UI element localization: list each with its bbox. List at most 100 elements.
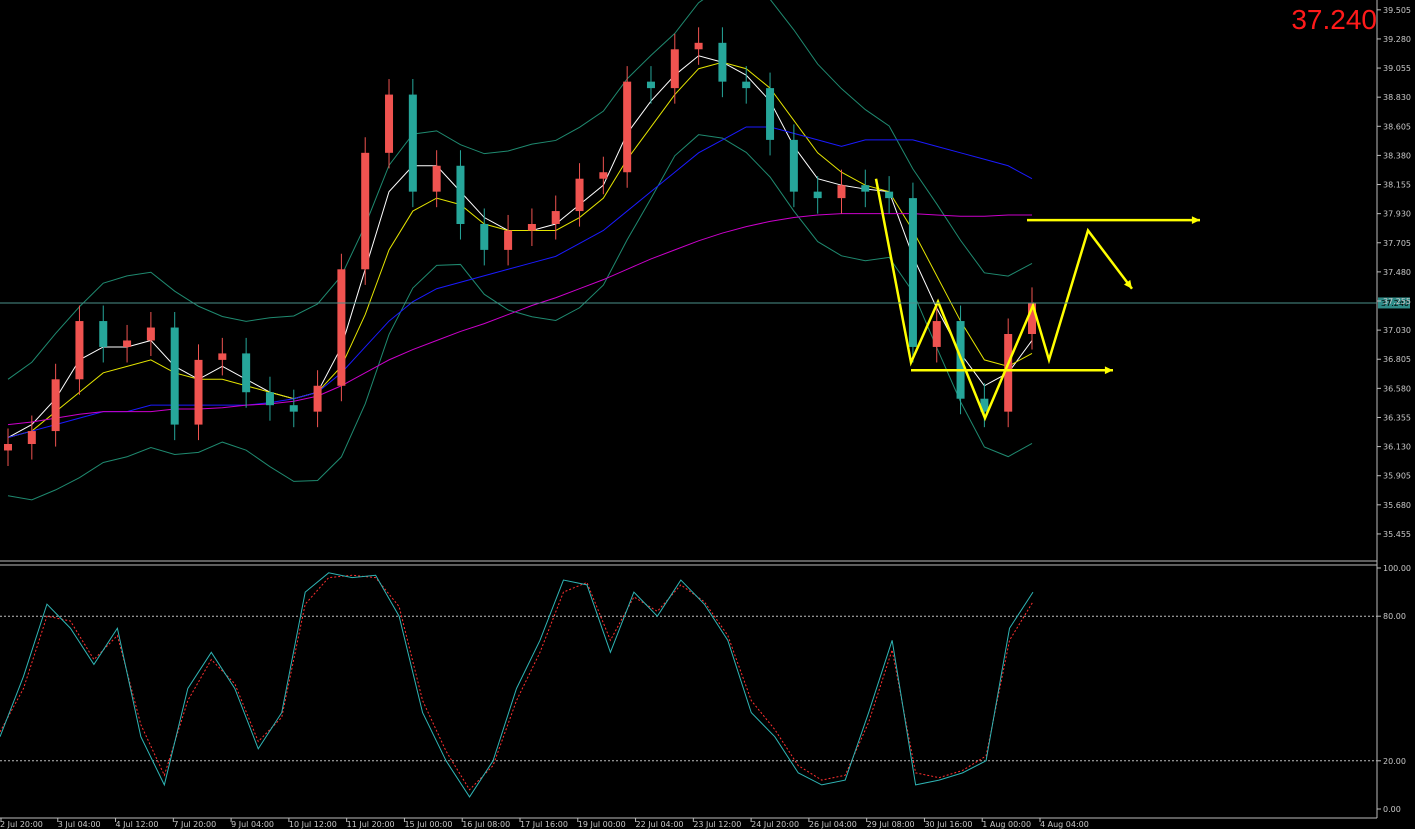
oscillator-tick-label: 20.00: [1383, 757, 1406, 766]
bollinger-upper-band: [7, 0, 1033, 380]
candle-body[interactable]: [932, 321, 941, 347]
candle-body[interactable]: [194, 359, 203, 425]
price-tick-label: 38.605: [1383, 122, 1411, 131]
candle-body[interactable]: [646, 81, 655, 89]
candle-body[interactable]: [551, 211, 560, 224]
price-tick-label: 39.280: [1383, 35, 1411, 44]
candle-body[interactable]: [504, 230, 513, 250]
candle-body[interactable]: [575, 178, 584, 212]
candle-body[interactable]: [1004, 334, 1013, 412]
oscillator-tick-label: 80.00: [1383, 612, 1406, 621]
candle-body[interactable]: [837, 185, 846, 199]
price-tick-label: 38.155: [1383, 181, 1411, 190]
stochastic-main-line: [0, 572, 1034, 798]
time-tick-label: 19 Jul 00:00: [578, 820, 626, 829]
candle-body[interactable]: [861, 185, 870, 192]
stochastic-oscillator: [0, 572, 1377, 798]
candle-body[interactable]: [1028, 302, 1036, 334]
candle-body[interactable]: [527, 224, 536, 231]
time-tick-label: 9 Jul 04:00: [231, 820, 274, 829]
time-tick-label: 17 Jul 16:00: [520, 820, 568, 829]
time-tick-label: 29 Jul 08:00: [867, 820, 915, 829]
time-tick-label: 23 Jul 12:00: [693, 820, 741, 829]
oscillator-tick-label: 0.00: [1383, 805, 1401, 814]
time-tick-label: 24 Jul 20:00: [751, 820, 799, 829]
candle-body[interactable]: [742, 81, 751, 89]
price-tick-label: 38.380: [1383, 151, 1411, 160]
price-tick-label: 36.580: [1383, 384, 1411, 393]
candle-body[interactable]: [766, 88, 775, 140]
time-tick-label: 11 Jul 20:00: [347, 820, 395, 829]
time-tick-label: 3 Jul 04:00: [58, 820, 101, 829]
price-tick-label: 38.830: [1383, 93, 1411, 102]
pattern-zigzag: [874, 178, 1133, 422]
time-tick-label: 2 Jul 20:00: [0, 820, 43, 829]
candle-body[interactable]: [75, 321, 84, 380]
time-axis-ticks: 2 Jul 20:00 3 Jul 04:00 4 Jul 12:00 7 Jul 2…: [0, 818, 1089, 829]
price-tick-label: 35.905: [1383, 472, 1411, 481]
oscillator-axis-ticks: 100.00 80.00 20.00 0.00: [1377, 564, 1411, 814]
price-tick-label: 36.805: [1383, 355, 1411, 364]
oscillator-tick-label: 100.00: [1383, 564, 1411, 573]
candle-body[interactable]: [99, 321, 108, 347]
candle-body[interactable]: [337, 269, 346, 386]
candle-body[interactable]: [599, 172, 608, 179]
time-tick-label: 16 Jul 08:00: [462, 820, 510, 829]
candle-body[interactable]: [670, 49, 679, 89]
time-tick-label: 22 Jul 04:00: [636, 820, 684, 829]
candle-body[interactable]: [4, 444, 12, 451]
candle-body[interactable]: [908, 198, 917, 347]
time-tick-label: 26 Jul 04:00: [809, 820, 857, 829]
price-tick-label: 39.055: [1383, 64, 1411, 73]
candle-body[interactable]: [432, 165, 441, 192]
pattern-arrows[interactable]: [874, 178, 1200, 422]
candlesticks[interactable]: [4, 27, 1036, 466]
candle-body[interactable]: [980, 398, 989, 412]
target-arrow-head: [1191, 216, 1200, 225]
candle-body[interactable]: [123, 340, 132, 347]
candle-body[interactable]: [480, 224, 489, 250]
candle-body[interactable]: [789, 139, 798, 192]
candle-body[interactable]: [718, 42, 727, 82]
time-tick-label: 4 Jul 12:00: [116, 820, 159, 829]
price-tick-label: 37.030: [1383, 326, 1411, 335]
candle-body[interactable]: [623, 81, 632, 173]
bollinger-bands: [7, 0, 1033, 501]
time-tick-label: 15 Jul 00:00: [404, 820, 452, 829]
time-tick-label: 1 Aug 00:00: [982, 820, 1031, 829]
neckline-arrow-head: [1104, 366, 1113, 375]
price-tick-label: 36.130: [1383, 443, 1411, 452]
price-tick-label: 37.255: [1383, 297, 1411, 306]
candle-body[interactable]: [265, 392, 274, 406]
time-tick-label: 10 Jul 12:00: [289, 820, 337, 829]
candle-body[interactable]: [242, 353, 251, 393]
candle-body[interactable]: [456, 165, 465, 224]
candle-body[interactable]: [170, 327, 179, 425]
candle-body[interactable]: [813, 191, 822, 199]
candle-body[interactable]: [146, 327, 155, 341]
bollinger-lower-band: [7, 134, 1033, 501]
price-tick-label: 35.455: [1383, 530, 1411, 539]
price-tick-label: 35.680: [1383, 501, 1411, 510]
pattern-arrow-down-head: [1123, 279, 1132, 289]
candle-body[interactable]: [51, 379, 60, 432]
candle-body[interactable]: [27, 431, 36, 444]
time-tick-label: 4 Aug 04:00: [1040, 820, 1089, 829]
candle-body[interactable]: [361, 152, 370, 270]
candle-body[interactable]: [313, 385, 322, 412]
candle-body[interactable]: [408, 94, 417, 192]
candle-body[interactable]: [694, 42, 703, 50]
price-axis-ticks: 39.505 39.280 39.055 38.830 38.605 38.380 38.1…: [1377, 6, 1411, 539]
candle-body[interactable]: [218, 353, 227, 360]
time-tick-label: 7 Jul 20:00: [173, 820, 216, 829]
last-price-display: 37.240: [1291, 4, 1377, 35]
time-tick-label: 30 Jul 16:00: [924, 820, 972, 829]
candle-body[interactable]: [289, 405, 298, 412]
price-tick-label: 36.355: [1383, 413, 1411, 422]
candle-body[interactable]: [885, 191, 894, 199]
candle-body[interactable]: [385, 94, 394, 153]
price-tick-label: 37.480: [1383, 268, 1411, 277]
price-tick-label: 37.705: [1383, 239, 1411, 248]
